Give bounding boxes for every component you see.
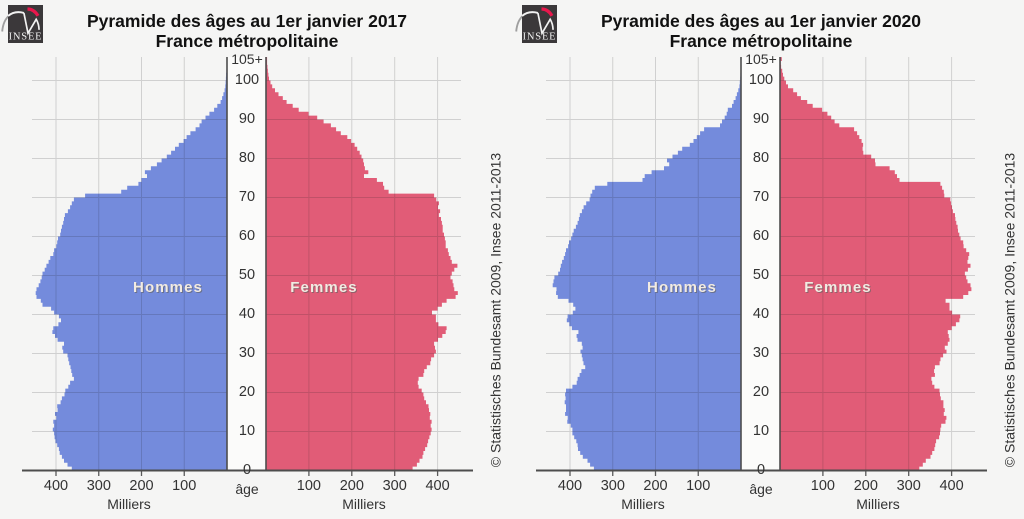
svg-text:© Statistisches Bundesamt 2009: © Statistisches Bundesamt 2009, Insee 20…: [488, 153, 504, 468]
svg-text:Pyramide des âges au 1er janvi: Pyramide des âges au 1er janvier 2017: [87, 11, 407, 31]
svg-text:70: 70: [239, 189, 255, 205]
svg-text:400: 400: [558, 478, 582, 494]
svg-text:20: 20: [239, 384, 255, 400]
svg-text:30: 30: [753, 345, 769, 361]
svg-text:Milliers: Milliers: [342, 496, 386, 512]
svg-text:200: 200: [340, 478, 364, 494]
svg-text:60: 60: [753, 228, 769, 244]
svg-text:Femmes: Femmes: [290, 279, 357, 296]
svg-text:90: 90: [753, 111, 769, 127]
svg-text:100: 100: [811, 478, 835, 494]
svg-text:300: 300: [601, 478, 625, 494]
svg-text:100: 100: [172, 478, 196, 494]
svg-text:60: 60: [239, 228, 255, 244]
svg-text:Milliers: Milliers: [621, 496, 665, 512]
svg-text:Hommes: Hommes: [647, 279, 717, 296]
svg-text:40: 40: [753, 306, 769, 322]
svg-text:âge: âge: [235, 481, 259, 497]
svg-text:100: 100: [235, 72, 259, 88]
svg-text:© Statistisches Bundesamt 2009: © Statistisches Bundesamt 2009, Insee 20…: [1002, 153, 1018, 468]
svg-text:90: 90: [239, 111, 255, 127]
svg-text:50: 50: [753, 267, 769, 283]
svg-text:Hommes: Hommes: [133, 279, 203, 296]
svg-text:50: 50: [239, 267, 255, 283]
svg-text:30: 30: [239, 345, 255, 361]
svg-text:70: 70: [753, 189, 769, 205]
svg-text:0: 0: [243, 462, 251, 478]
svg-text:France métropolitaine: France métropolitaine: [670, 31, 853, 51]
svg-text:300: 300: [383, 478, 407, 494]
svg-text:300: 300: [87, 478, 111, 494]
svg-text:100: 100: [686, 478, 710, 494]
svg-text:France métropolitaine: France métropolitaine: [156, 31, 339, 51]
svg-text:400: 400: [939, 478, 963, 494]
svg-text:200: 200: [854, 478, 878, 494]
svg-text:âge: âge: [749, 481, 773, 497]
svg-text:80: 80: [753, 150, 769, 166]
svg-text:105+: 105+: [231, 51, 263, 67]
svg-text:10: 10: [239, 423, 255, 439]
svg-text:400: 400: [44, 478, 68, 494]
svg-text:INSEE: INSEE: [523, 32, 557, 43]
svg-text:200: 200: [129, 478, 153, 494]
svg-text:0: 0: [757, 462, 765, 478]
svg-text:Milliers: Milliers: [107, 496, 151, 512]
svg-text:INSEE: INSEE: [9, 32, 43, 43]
svg-text:200: 200: [643, 478, 667, 494]
svg-text:Pyramide des âges au 1er janvi: Pyramide des âges au 1er janvier 2020: [601, 11, 921, 31]
svg-text:40: 40: [239, 306, 255, 322]
svg-text:100: 100: [749, 72, 773, 88]
svg-text:300: 300: [897, 478, 921, 494]
svg-text:100: 100: [297, 478, 321, 494]
svg-text:80: 80: [239, 150, 255, 166]
svg-text:400: 400: [425, 478, 449, 494]
svg-text:Milliers: Milliers: [856, 496, 900, 512]
svg-text:105+: 105+: [745, 51, 777, 67]
svg-text:20: 20: [753, 384, 769, 400]
svg-text:10: 10: [753, 423, 769, 439]
svg-text:Femmes: Femmes: [804, 279, 871, 296]
